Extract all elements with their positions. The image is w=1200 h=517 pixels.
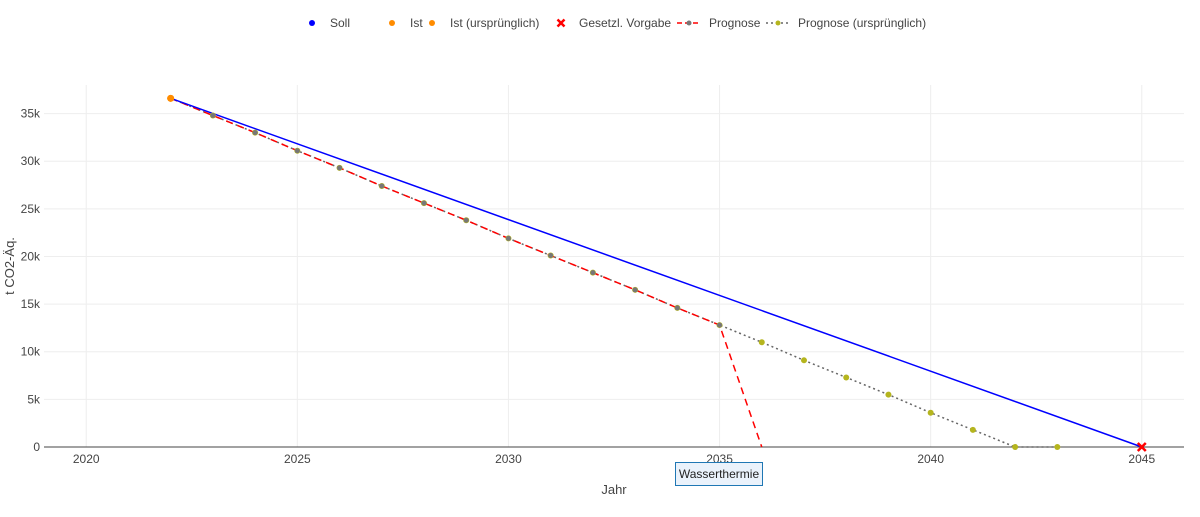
point-prognose (252, 130, 258, 136)
x-tick-label: 2020 (73, 452, 100, 466)
x-tick-label: 2045 (1128, 452, 1155, 466)
y-tick-label: 15k (21, 297, 41, 311)
point-ist (167, 94, 175, 102)
legend-label: Ist (410, 16, 423, 30)
y-axis-title: t CO2-Äq. (2, 237, 17, 295)
point-prognose (548, 253, 554, 259)
point-prognose-urspruenglich (1012, 444, 1019, 450)
point-prognose-urspruenglich (758, 339, 765, 346)
point-prognose-urspruenglich (969, 426, 976, 433)
point-prognose (717, 322, 723, 328)
point-prognose (674, 305, 680, 311)
point-prognose (379, 183, 385, 189)
legend-marker (775, 20, 781, 26)
y-tick-label: 5k (27, 392, 41, 406)
point-prognose (294, 148, 300, 154)
legend-marker (389, 20, 395, 26)
series-line-soll (170, 97, 1143, 448)
y-tick-label: 20k (21, 249, 41, 263)
legend-label: Gesetzl. Vorgabe (579, 16, 671, 30)
point-prognose-urspruenglich (927, 409, 934, 416)
point-prognose (337, 165, 343, 171)
legend-marker (556, 18, 566, 28)
point-prognose-urspruenglich (801, 357, 807, 364)
series-line-prognose (170, 97, 763, 448)
point-prognose (505, 235, 511, 241)
x-axis-title: Jahr (601, 482, 627, 497)
point-prognose-urspruenglich (1054, 444, 1061, 450)
x-tick-label: 2025 (284, 452, 311, 466)
point-prognose (632, 287, 638, 293)
point-gesetzl-vorgabe (1136, 442, 1147, 452)
series-line-prognose-urspruenglich (170, 97, 1058, 448)
legend-marker (309, 20, 315, 26)
legend-marker (429, 20, 435, 26)
point-prognose (421, 200, 427, 206)
y-tick-label: 25k (21, 202, 41, 216)
point-prognose (210, 112, 216, 118)
point-prognose-urspruenglich (843, 374, 850, 381)
legend-marker (686, 20, 692, 26)
x-tick-label: 2040 (917, 452, 944, 466)
y-tick-label: 35k (21, 107, 41, 121)
legend-label: Prognose (709, 16, 761, 30)
legend-label: Ist (ursprünglich) (450, 16, 539, 30)
point-prognose (590, 270, 596, 276)
legend-label: Prognose (ursprünglich) (798, 16, 926, 30)
y-tick-label: 30k (21, 154, 41, 168)
point-prognose (463, 217, 469, 223)
legend-label: Soll (330, 16, 350, 30)
x-tick-label: 2030 (495, 452, 522, 466)
y-tick-label: 10k (21, 345, 41, 359)
point-prognose-urspruenglich (885, 391, 892, 398)
annotation-wasserthermie[interactable]: Wasserthermie (675, 462, 763, 486)
y-tick-label: 0 (33, 440, 40, 454)
